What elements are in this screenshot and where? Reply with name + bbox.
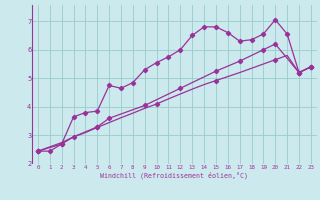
X-axis label: Windchill (Refroidissement éolien,°C): Windchill (Refroidissement éolien,°C) <box>100 171 248 179</box>
